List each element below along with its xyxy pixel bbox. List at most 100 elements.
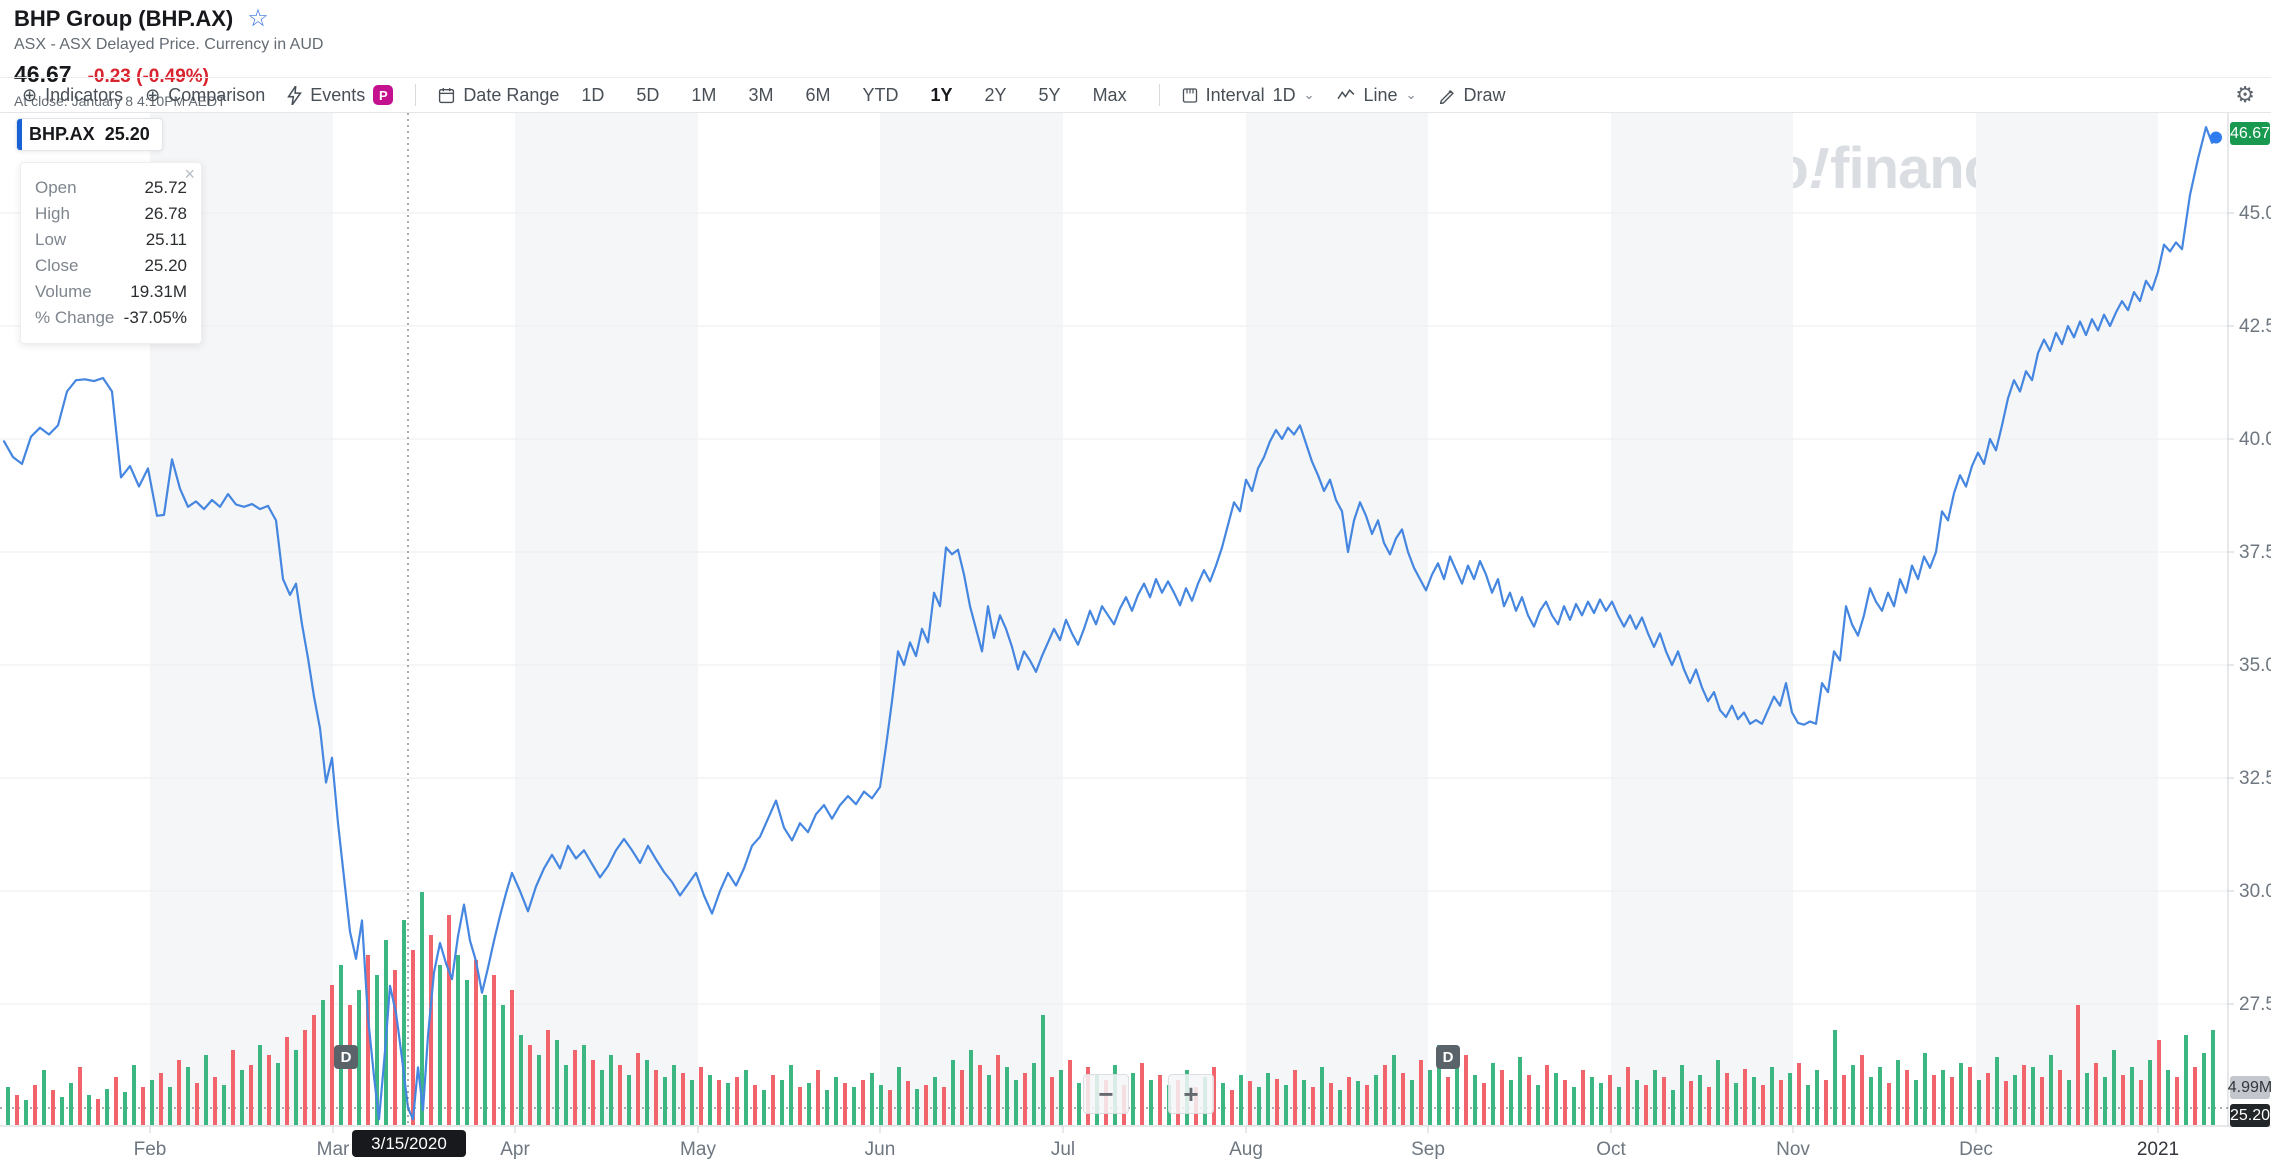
volume-bar bbox=[852, 1087, 856, 1125]
date-range-button[interactable]: Date Range bbox=[438, 85, 559, 106]
volume-bar bbox=[213, 1077, 217, 1125]
range-button-1y[interactable]: 1Y bbox=[920, 81, 962, 116]
volume-bar bbox=[1005, 1067, 1009, 1125]
range-button-5d[interactable]: 5D bbox=[636, 84, 660, 105]
interval-label: Interval bbox=[1205, 84, 1265, 105]
volume-bar bbox=[2040, 1077, 2044, 1125]
legend-symbol: BHP.AX bbox=[29, 124, 95, 144]
volume-bar bbox=[258, 1045, 262, 1125]
volume-bar bbox=[843, 1083, 847, 1125]
range-button-max[interactable]: Max bbox=[1092, 84, 1127, 105]
volume-bar bbox=[735, 1077, 739, 1125]
volume-bar bbox=[231, 1050, 235, 1125]
range-button-ytd[interactable]: YTD bbox=[862, 84, 899, 105]
settings-gear-icon[interactable]: ⚙ bbox=[2235, 82, 2255, 107]
volume-bar bbox=[1275, 1079, 1279, 1125]
pencil-icon bbox=[1438, 87, 1455, 104]
tooltip-row: % Change -37.05% bbox=[35, 308, 187, 327]
lightning-icon bbox=[287, 85, 303, 105]
volume-bar bbox=[546, 1030, 550, 1125]
volume-bar bbox=[1644, 1085, 1648, 1125]
volume-bar bbox=[816, 1070, 820, 1125]
volume-bar bbox=[24, 1100, 28, 1125]
comparison-label: Comparison bbox=[168, 84, 266, 105]
range-button-1d[interactable]: 1D bbox=[581, 84, 605, 105]
watchlist-star-icon[interactable]: ☆ bbox=[247, 5, 269, 32]
volume-bar bbox=[1239, 1075, 1243, 1125]
volume-bar bbox=[1464, 1055, 1468, 1125]
volume-bar bbox=[1581, 1070, 1585, 1125]
volume-bar bbox=[582, 1045, 586, 1125]
volume-bar bbox=[492, 975, 496, 1125]
volume-bar bbox=[375, 975, 379, 1125]
range-button-1m[interactable]: 1M bbox=[691, 84, 717, 105]
volume-bar bbox=[618, 1065, 622, 1125]
volume-bar bbox=[2157, 1040, 2161, 1125]
header: BHP Group (BHP.AX) ☆ ASX - ASX Delayed P… bbox=[14, 6, 323, 109]
range-button-3m[interactable]: 3M bbox=[748, 84, 774, 105]
x-axis-label: Jul bbox=[1051, 1139, 1075, 1159]
range-button-5y[interactable]: 5Y bbox=[1038, 84, 1061, 105]
chart-type-dropdown[interactable]: Line ⌄ bbox=[1336, 85, 1417, 106]
zoom-in-button[interactable]: + bbox=[1168, 1074, 1214, 1114]
symbol-legend-pill[interactable]: BHP.AX 25.20 bbox=[16, 118, 163, 151]
dividend-event-badge[interactable]: D bbox=[334, 1045, 358, 1069]
volume-bar bbox=[1041, 1015, 1045, 1125]
volume-bar bbox=[1500, 1070, 1504, 1125]
volume-bar bbox=[672, 1065, 676, 1125]
indicators-button[interactable]: ⊕ Indicators bbox=[22, 85, 123, 106]
volume-bar bbox=[915, 1089, 919, 1125]
range-button-6m[interactable]: 6M bbox=[805, 84, 831, 105]
volume-bar bbox=[1770, 1067, 1774, 1125]
range-button-2y[interactable]: 2Y bbox=[984, 84, 1007, 105]
plus-circle-icon: ⊕ bbox=[22, 84, 38, 105]
close-icon[interactable]: × bbox=[184, 164, 195, 184]
volume-bar bbox=[1689, 1081, 1693, 1125]
volume-bar bbox=[636, 1053, 640, 1125]
volume-bar bbox=[2049, 1055, 2053, 1125]
volume-bar bbox=[789, 1065, 793, 1125]
volume-bar bbox=[1878, 1067, 1882, 1125]
range-selector: 1D 5D 1M 3M 6M YTD 1Y 2Y 5Y Max bbox=[559, 81, 1136, 116]
volume-bar bbox=[681, 1073, 685, 1125]
comparison-button[interactable]: ⊕ Comparison bbox=[145, 85, 265, 106]
interval-dropdown[interactable]: Interval 1D ⌄ bbox=[1182, 85, 1315, 106]
y-axis-label: 40.00 bbox=[2239, 429, 2271, 450]
volume-bar bbox=[1509, 1080, 1513, 1125]
volume-bar bbox=[2175, 1077, 2179, 1125]
draw-button[interactable]: Draw bbox=[1438, 85, 1505, 106]
volume-bar bbox=[114, 1077, 118, 1125]
volume-bar bbox=[1374, 1075, 1378, 1125]
volume-bar bbox=[1905, 1070, 1909, 1125]
volume-bar bbox=[1518, 1057, 1522, 1125]
volume-bar bbox=[1527, 1075, 1531, 1125]
volume-bar bbox=[1554, 1073, 1558, 1125]
chevron-down-icon: ⌄ bbox=[1405, 87, 1417, 102]
zoom-out-button[interactable]: − bbox=[1083, 1074, 1129, 1114]
volume-bar bbox=[888, 1090, 892, 1125]
interval-value: 1D bbox=[1272, 84, 1296, 105]
volume-bar bbox=[1914, 1080, 1918, 1125]
volume-bar bbox=[1896, 1060, 1900, 1125]
date-range-label: Date Range bbox=[463, 84, 560, 105]
volume-bar bbox=[663, 1077, 667, 1125]
volume-bar bbox=[1851, 1065, 1855, 1125]
dividend-event-badge[interactable]: D bbox=[1436, 1045, 1460, 1069]
volume-bar bbox=[1293, 1070, 1297, 1125]
volume-bar bbox=[2121, 1075, 2125, 1125]
volume-bar bbox=[780, 1080, 784, 1125]
volume-bar bbox=[2184, 1035, 2188, 1125]
volume-bar bbox=[501, 1005, 505, 1125]
volume-bar bbox=[834, 1077, 838, 1125]
volume-bar bbox=[420, 892, 424, 1125]
volume-bar bbox=[312, 1015, 316, 1125]
price-volume-chart[interactable]: 45.00 42.50 40.00 37.50 35.00 32.50 30.00 27.50… bbox=[0, 111, 2271, 1159]
volume-bar bbox=[627, 1075, 631, 1125]
volume-bar bbox=[1437, 1045, 1441, 1125]
events-button[interactable]: Events P bbox=[287, 85, 394, 106]
volume-bar bbox=[960, 1070, 964, 1125]
volume-bar bbox=[708, 1075, 712, 1125]
last-price-badge: 46.67 bbox=[2230, 122, 2270, 145]
volume-bar bbox=[123, 1092, 127, 1125]
